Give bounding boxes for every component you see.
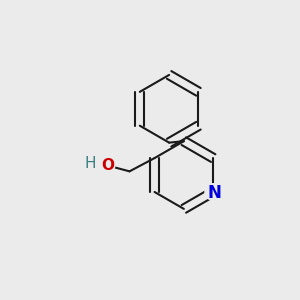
Text: O: O [101, 158, 114, 173]
Text: N: N [208, 184, 222, 202]
Circle shape [100, 158, 115, 173]
Circle shape [205, 184, 221, 200]
Text: H: H [85, 157, 96, 172]
